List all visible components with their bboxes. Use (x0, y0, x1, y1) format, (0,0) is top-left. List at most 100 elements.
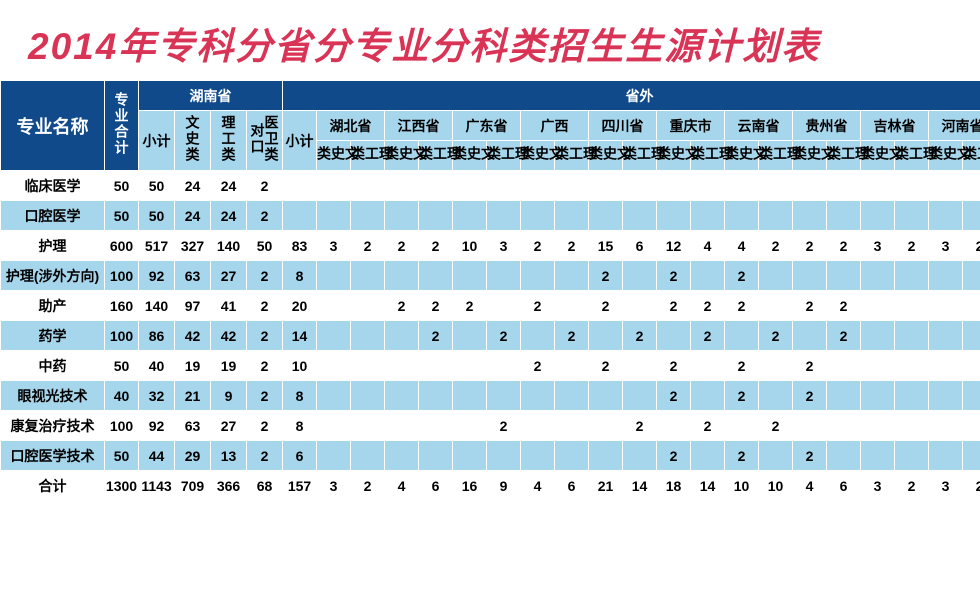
cell-val (555, 291, 589, 321)
cell-val (555, 261, 589, 291)
cell-val (861, 441, 895, 471)
cell-out-sub (283, 201, 317, 231)
cell-val (861, 261, 895, 291)
cell-val (487, 171, 521, 201)
cell-val (657, 411, 691, 441)
cell-val (657, 171, 691, 201)
cell-val (827, 441, 861, 471)
cell-val (963, 261, 980, 291)
col-prov-3: 广西 (521, 111, 589, 141)
cell-val: 3 (317, 231, 351, 261)
cell-val: 2 (793, 291, 827, 321)
cell-val (793, 261, 827, 291)
cell-val (351, 381, 385, 411)
cell-val (861, 411, 895, 441)
cell-val (453, 321, 487, 351)
cell-val: 2 (487, 321, 521, 351)
cell-val (691, 441, 725, 471)
col-sub-wenshi: 文史类 (317, 141, 351, 171)
cell-val: 2 (691, 411, 725, 441)
cell-val: 2 (555, 321, 589, 351)
cell-val (861, 381, 895, 411)
cell-val (419, 201, 453, 231)
cell-out-sub: 20 (283, 291, 317, 321)
col-hn-ligong: 理工类 (211, 111, 247, 171)
cell-val (317, 351, 351, 381)
cell-val: 6 (419, 471, 453, 501)
cell-val (691, 261, 725, 291)
cell-val: 2 (419, 321, 453, 351)
col-group-hunan: 湖南省 (139, 81, 283, 111)
cell-val: 2 (827, 321, 861, 351)
cell-val: 2 (623, 411, 657, 441)
cell-val (895, 171, 929, 201)
col-sub-ligong: 理工类 (759, 141, 793, 171)
cell-val (385, 441, 419, 471)
cell-hn-l: 42 (211, 321, 247, 351)
cell-val: 2 (793, 231, 827, 261)
cell-val (453, 441, 487, 471)
cell-val: 2 (521, 351, 555, 381)
cell-val (317, 261, 351, 291)
cell-name: 临床医学 (1, 171, 105, 201)
cell-val (521, 411, 555, 441)
cell-val (521, 381, 555, 411)
cell-val (589, 381, 623, 411)
cell-val (793, 321, 827, 351)
cell-val: 2 (351, 231, 385, 261)
cell-val: 2 (725, 381, 759, 411)
col-prov-9: 河南省 (929, 111, 980, 141)
cell-val: 2 (657, 441, 691, 471)
cell-val: 2 (385, 231, 419, 261)
cell-hn-w: 19 (175, 351, 211, 381)
cell-val (317, 441, 351, 471)
cell-val (929, 411, 963, 441)
col-major-total: 专业合计 (105, 81, 139, 171)
cell-val (317, 171, 351, 201)
cell-val (929, 321, 963, 351)
col-sub-ligong: 理工类 (623, 141, 657, 171)
cell-out-sub: 83 (283, 231, 317, 261)
cell-val: 2 (759, 411, 793, 441)
cell-total: 1300 (105, 471, 139, 501)
table-row: 护理60051732714050833222103221561244222323… (1, 231, 980, 261)
col-sub-wenshi: 文史类 (453, 141, 487, 171)
cell-val (657, 321, 691, 351)
col-prov-5: 重庆市 (657, 111, 725, 141)
cell-val (827, 411, 861, 441)
cell-val: 2 (759, 321, 793, 351)
col-major-name: 专业名称 (1, 81, 105, 171)
cell-val: 10 (759, 471, 793, 501)
cell-val: 12 (657, 231, 691, 261)
cell-val (419, 351, 453, 381)
cell-hn-w: 97 (175, 291, 211, 321)
cell-hn-w: 63 (175, 411, 211, 441)
cell-val (623, 441, 657, 471)
cell-val (793, 171, 827, 201)
cell-val (385, 201, 419, 231)
cell-hn-y: 2 (247, 291, 283, 321)
cell-name: 药学 (1, 321, 105, 351)
cell-total: 50 (105, 171, 139, 201)
col-sub-ligong: 理工类 (487, 141, 521, 171)
cell-val (487, 261, 521, 291)
cell-val: 3 (861, 231, 895, 261)
cell-val (895, 201, 929, 231)
cell-val (419, 381, 453, 411)
cell-val: 14 (623, 471, 657, 501)
cell-hn-w: 63 (175, 261, 211, 291)
col-sub-ligong: 理工类 (691, 141, 725, 171)
cell-val: 6 (555, 471, 589, 501)
cell-val (521, 261, 555, 291)
cell-val: 2 (657, 291, 691, 321)
cell-val (725, 411, 759, 441)
cell-out-sub: 157 (283, 471, 317, 501)
cell-val (351, 321, 385, 351)
cell-val: 2 (487, 411, 521, 441)
cell-val (317, 201, 351, 231)
cell-val (385, 351, 419, 381)
table-row: 口腔医学技术5044291326222 (1, 441, 980, 471)
cell-total: 600 (105, 231, 139, 261)
cell-total: 40 (105, 381, 139, 411)
cell-val (521, 201, 555, 231)
